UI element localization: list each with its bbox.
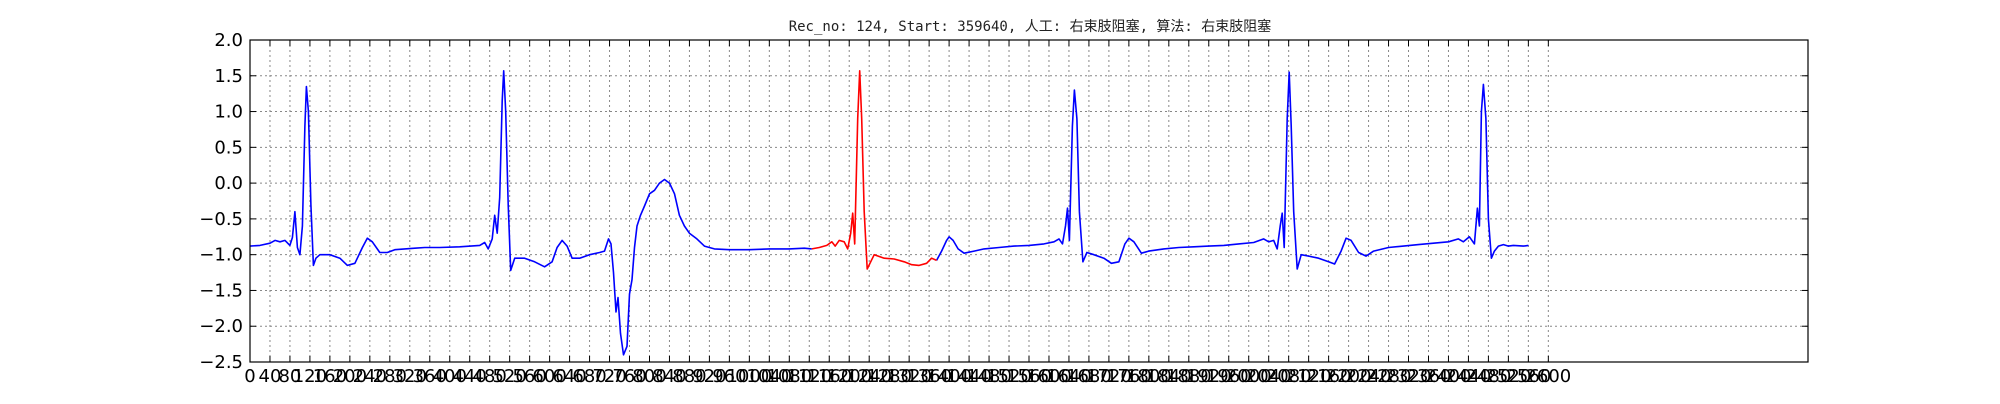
grid-layer xyxy=(250,40,1808,362)
ecg-trace-0-segment-1 xyxy=(937,72,1529,269)
chart-title: Rec_no: 124, Start: 359640, 人工: 右束肢阻塞, 算… xyxy=(789,18,1272,35)
y-tick-label: −1.5 xyxy=(199,280,243,301)
y-tick-label: 1.5 xyxy=(214,66,243,87)
ecg-trace-0-segment-0 xyxy=(250,71,812,355)
y-tick-label: 0.0 xyxy=(214,173,243,194)
x-tick-label: 0 xyxy=(244,366,255,387)
y-tick-label: 1.0 xyxy=(214,102,243,123)
y-tick-label: −2.5 xyxy=(199,352,243,373)
y-tick-label: 0.5 xyxy=(214,137,243,158)
y-tick-label: −2.0 xyxy=(199,316,243,337)
y-tick-label: −0.5 xyxy=(199,209,243,230)
ecg-trace-1-segment-0 xyxy=(812,71,937,269)
tick-layer: 2.01.51.00.50.0−0.5−1.0−1.5−2.0−2.50 4080… xyxy=(199,30,1808,387)
x-tick-label: 2600 xyxy=(1525,366,1571,387)
series-layer xyxy=(250,71,1528,355)
y-tick-label: 2.0 xyxy=(214,30,243,51)
y-tick-label: −1.0 xyxy=(199,245,243,266)
